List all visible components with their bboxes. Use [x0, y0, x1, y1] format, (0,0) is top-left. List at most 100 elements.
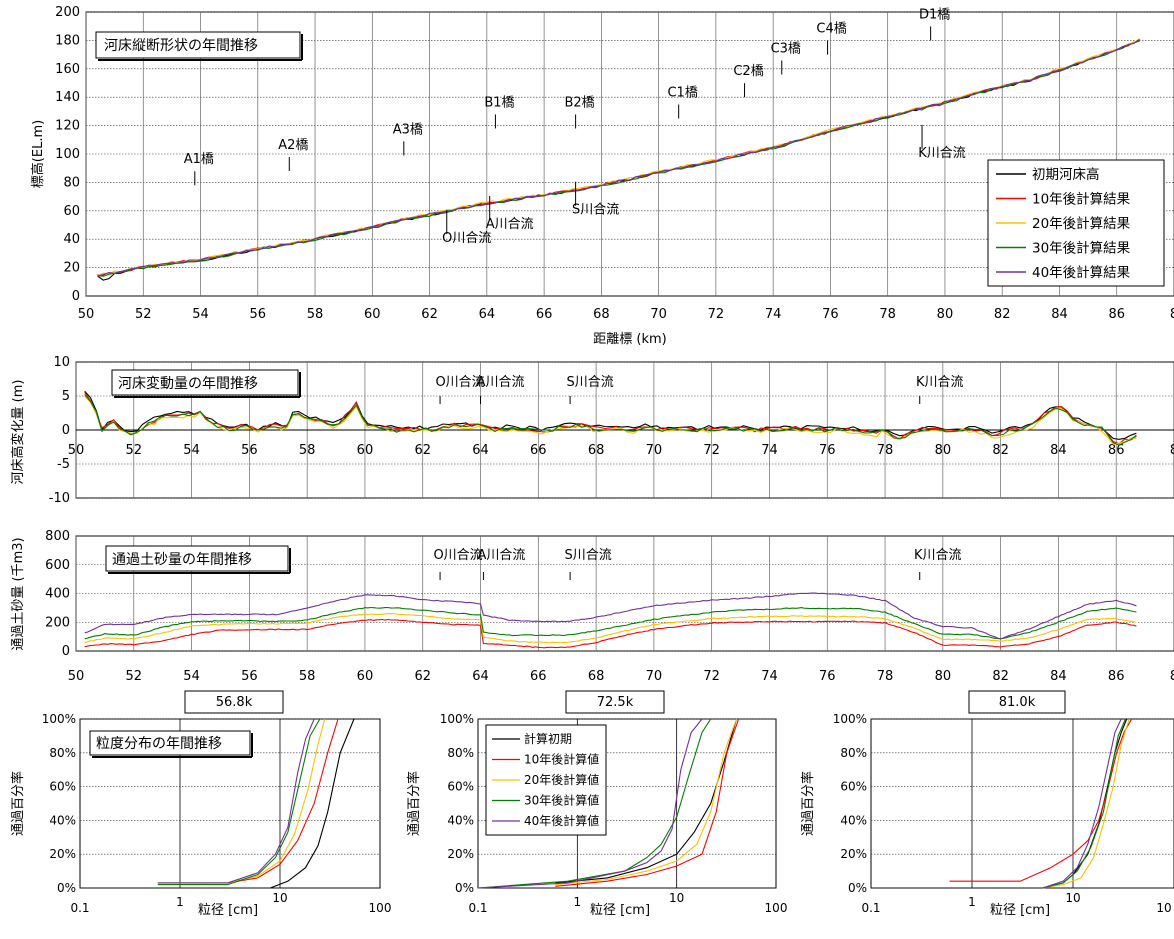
chart-title: 粒度分布の年間推移: [96, 736, 222, 752]
confluence-label: K川合流: [916, 375, 964, 390]
x-tick-label: 68: [588, 669, 605, 684]
x-tick-label: 8: [1170, 669, 1174, 684]
y-tick-label: 180: [55, 33, 80, 48]
y-tick-label: 20%: [840, 847, 867, 861]
confluence-label: A川合流: [477, 548, 525, 563]
legend-label: 40年後計算結果: [1032, 265, 1131, 281]
bridge-label: C1橋: [667, 86, 697, 101]
x-tick-label: 76: [819, 443, 836, 458]
x-tick-label: 72: [703, 443, 720, 458]
x-tick-label: 70: [646, 669, 663, 684]
grain-chart-72-5k: 0% 20% 40% 60% 80% 100% 0.1 1 10 100 72.5k 粒径 [cm] 通…: [406, 690, 788, 918]
y-tick-label: 100: [55, 147, 80, 162]
x-tick-label: 1: [176, 895, 184, 909]
x-tick-label: 78: [877, 443, 894, 458]
bed-change-chart: -10 -5 0 5 10 50 52 54 56 58 60 62 64 66 68 70 72 74 76 78 8…: [10, 355, 1174, 506]
x-tick-label: 86: [1108, 307, 1125, 322]
x-tick-label: 52: [135, 307, 152, 322]
x-tick-label: 84: [1050, 669, 1067, 684]
x-tick-label: 72: [703, 669, 720, 684]
x-tick-label: 0.1: [468, 901, 487, 915]
x-tick-label: 70: [646, 443, 663, 458]
y-tick-label: 10: [53, 355, 70, 370]
y-tick-label: 20%: [447, 847, 474, 861]
series-line-3: [1042, 718, 1126, 889]
legend-label: 初期河床高: [1032, 166, 1100, 183]
station-label: 81.0k: [999, 695, 1036, 710]
series-line-4: [97, 38, 1140, 277]
confluence-label: S川合流: [566, 375, 613, 390]
x-tick-label: 64: [472, 443, 489, 458]
y-tick-label: 80%: [447, 746, 474, 760]
y-tick-label: 60: [63, 204, 80, 219]
x-tick-label: 70: [650, 307, 667, 322]
y-tick-label: 60%: [49, 780, 76, 794]
y-tick-label: 140: [55, 90, 80, 105]
x-tick-label: 78: [879, 307, 896, 322]
x-tick-label: 66: [530, 443, 547, 458]
y-tick-label: 400: [45, 587, 70, 602]
y-tick-label: 160: [55, 62, 80, 77]
x-tick-label: 82: [994, 307, 1011, 322]
series-line-3: [477, 718, 712, 889]
y-tick-label: 40: [63, 232, 80, 247]
y-tick-label: -5: [57, 457, 70, 472]
x-tick-label: 58: [307, 307, 324, 322]
sediment-chart: 0 200 400 600 800 50 52 54 56 58 60 62 64 66 68 70 72 74 7…: [11, 529, 1174, 684]
bridge-label: B2橋: [564, 95, 594, 110]
y-tick-label: 40%: [447, 813, 474, 827]
legend-label: 40年後計算値: [524, 813, 599, 828]
x-tick-label: 54: [183, 443, 200, 458]
grain-chart-56-8k: 0% 20% 40% 60% 80% 100% 0.1 1 10 100 56.8k 粒径 [cm] 通…: [10, 690, 392, 918]
y-tick-label: 20: [63, 261, 80, 276]
x-tick-label: 86: [1108, 669, 1125, 684]
x-tick-label: 56: [241, 669, 258, 684]
plot-area: [870, 718, 1174, 889]
series-line-1: [555, 718, 740, 887]
x-tick-label: 100: [765, 901, 788, 915]
title-box: [89, 730, 251, 756]
series-line-1: [949, 718, 1133, 882]
series-line-2: [84, 606, 1137, 640]
series-line-3: [157, 718, 321, 886]
x-axis-label: 粒径 [cm]: [990, 903, 1050, 918]
x-tick-label: 64: [479, 307, 496, 322]
y-axis-label: 通過百分率: [800, 771, 816, 836]
x-tick-label: 64: [472, 669, 489, 684]
series-line-0: [84, 618, 1137, 649]
y-tick-label: 0: [72, 289, 80, 304]
y-axis-label: 標高(EL.m): [30, 120, 46, 188]
x-tick-label: 8: [1170, 307, 1174, 322]
x-tick-label: 100: [369, 901, 392, 915]
y-tick-label: 80%: [840, 746, 867, 760]
title-box: [95, 31, 301, 59]
x-tick-label: 74: [765, 307, 782, 322]
station-box: [565, 690, 665, 714]
x-tick-label: 52: [126, 443, 143, 458]
x-tick-label: 62: [414, 669, 431, 684]
y-tick-label: 40%: [840, 813, 867, 827]
x-axis-label: 粒径 [cm]: [198, 903, 258, 918]
x-tick-label: 80: [937, 307, 954, 322]
confluence-label: O川合流: [433, 548, 482, 563]
x-tick-label: 50: [68, 669, 85, 684]
station-box: [968, 690, 1066, 714]
confluence-label: A川合流: [477, 375, 525, 390]
y-tick-label: -10: [49, 491, 70, 506]
x-tick-label: 8: [1170, 443, 1174, 458]
x-tick-label: 82: [992, 669, 1009, 684]
x-axis-label: 距離標 (km): [593, 332, 666, 347]
x-tick-label: 80: [935, 443, 952, 458]
y-axis-label: 通過百分率: [406, 771, 422, 836]
y-axis-label: 河床高変化量 (m): [10, 380, 26, 485]
confluence-label: O川合流: [442, 231, 491, 246]
x-tick-label: 60: [364, 307, 381, 322]
y-tick-label: 60%: [840, 780, 867, 794]
x-tick-label: 84: [1051, 307, 1068, 322]
y-tick-label: 80%: [49, 746, 76, 760]
chart-title: 河床変動量の年間推移: [118, 375, 258, 392]
legend-label: 計算初期: [524, 731, 572, 746]
confluence-label: S川合流: [572, 203, 619, 218]
y-tick-label: 5: [62, 389, 70, 404]
y-tick-label: 0: [62, 644, 70, 659]
